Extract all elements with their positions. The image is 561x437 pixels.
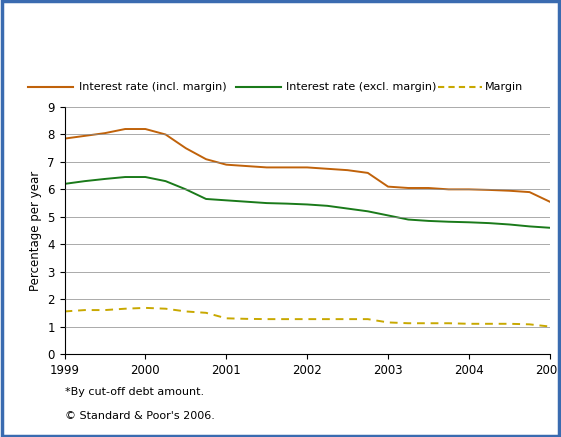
Text: © Standard & Poor's 2006.: © Standard & Poor's 2006.	[65, 411, 214, 421]
Text: Chart 1: Weighted-Average Interest Rate, Interest Rate Before Margin, and Loan
M: Chart 1: Weighted-Average Interest Rate,…	[8, 12, 546, 42]
Y-axis label: Percentage per year: Percentage per year	[29, 170, 42, 291]
Text: *By cut-off debt amount.: *By cut-off debt amount.	[65, 387, 204, 397]
Text: Interest rate (incl. margin): Interest rate (incl. margin)	[79, 82, 226, 91]
Text: Interest rate (excl. margin): Interest rate (excl. margin)	[286, 82, 436, 91]
Text: Margin: Margin	[485, 82, 523, 91]
